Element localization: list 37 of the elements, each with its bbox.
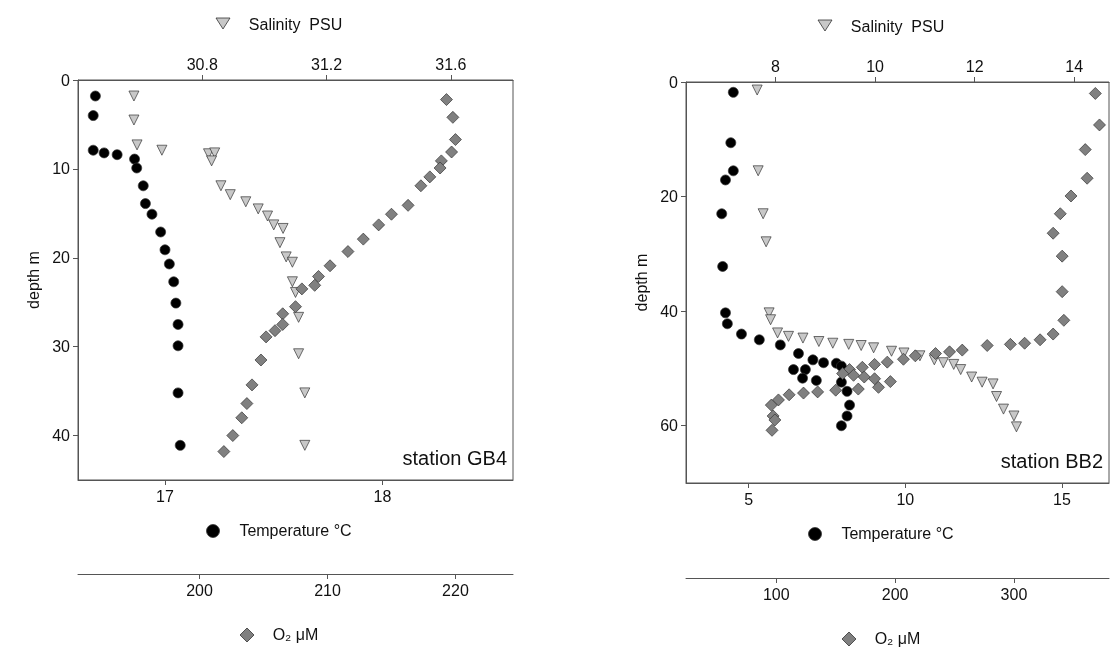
x2-tick-label: 12: [965, 57, 984, 75]
x-tick-label: 100: [762, 585, 790, 603]
x-axis-title: Temperature °C: [239, 521, 352, 539]
x-tick-label: 200: [186, 581, 213, 599]
x-tick-label: 10: [896, 490, 915, 508]
x2-tick-label: 31.2: [311, 55, 343, 73]
x2-axis-title: Salinity PSU: [850, 17, 945, 35]
y-tick-label: 0: [61, 71, 71, 89]
y-tick-label: 40: [52, 427, 71, 445]
x-tick-label: 210: [314, 581, 341, 599]
x-tick-label: 5: [744, 490, 754, 508]
x-tick-label: 18: [373, 487, 392, 505]
x-tick-label: 220: [442, 581, 469, 599]
x2-tick-label: 8: [771, 57, 781, 75]
y-axis-title: depth m: [632, 253, 650, 312]
y-tick-label: 60: [660, 417, 679, 435]
x-axis-title: O₂ μM: [874, 629, 921, 647]
x-tick-label: 200: [881, 585, 909, 603]
annotation: station BB2: [1000, 450, 1104, 472]
y-tick-label: 20: [52, 249, 71, 267]
x-axis-title: Temperature °C: [841, 524, 954, 542]
annotation: station GB4: [402, 447, 508, 469]
x2-tick-label: 30.8: [186, 55, 218, 73]
y-tick-label: 20: [660, 188, 679, 206]
x-tick-label: 15: [1053, 490, 1071, 508]
x2-axis-title: Salinity PSU: [248, 15, 343, 33]
x2-tick-label: 10: [866, 57, 885, 75]
y-tick-label: 30: [52, 338, 71, 356]
y-axis-title: depth m: [24, 251, 42, 309]
x-tick-label: 17: [156, 487, 174, 505]
x2-tick-label: 31.6: [435, 55, 467, 73]
y-tick-label: 40: [660, 302, 679, 320]
x2-tick-label: 14: [1065, 57, 1084, 75]
y-tick-label: 0: [669, 73, 679, 91]
y-tick-label: 10: [52, 160, 71, 178]
x-tick-label: 300: [1000, 585, 1028, 603]
x-axis-title: O₂ μM: [272, 625, 319, 643]
